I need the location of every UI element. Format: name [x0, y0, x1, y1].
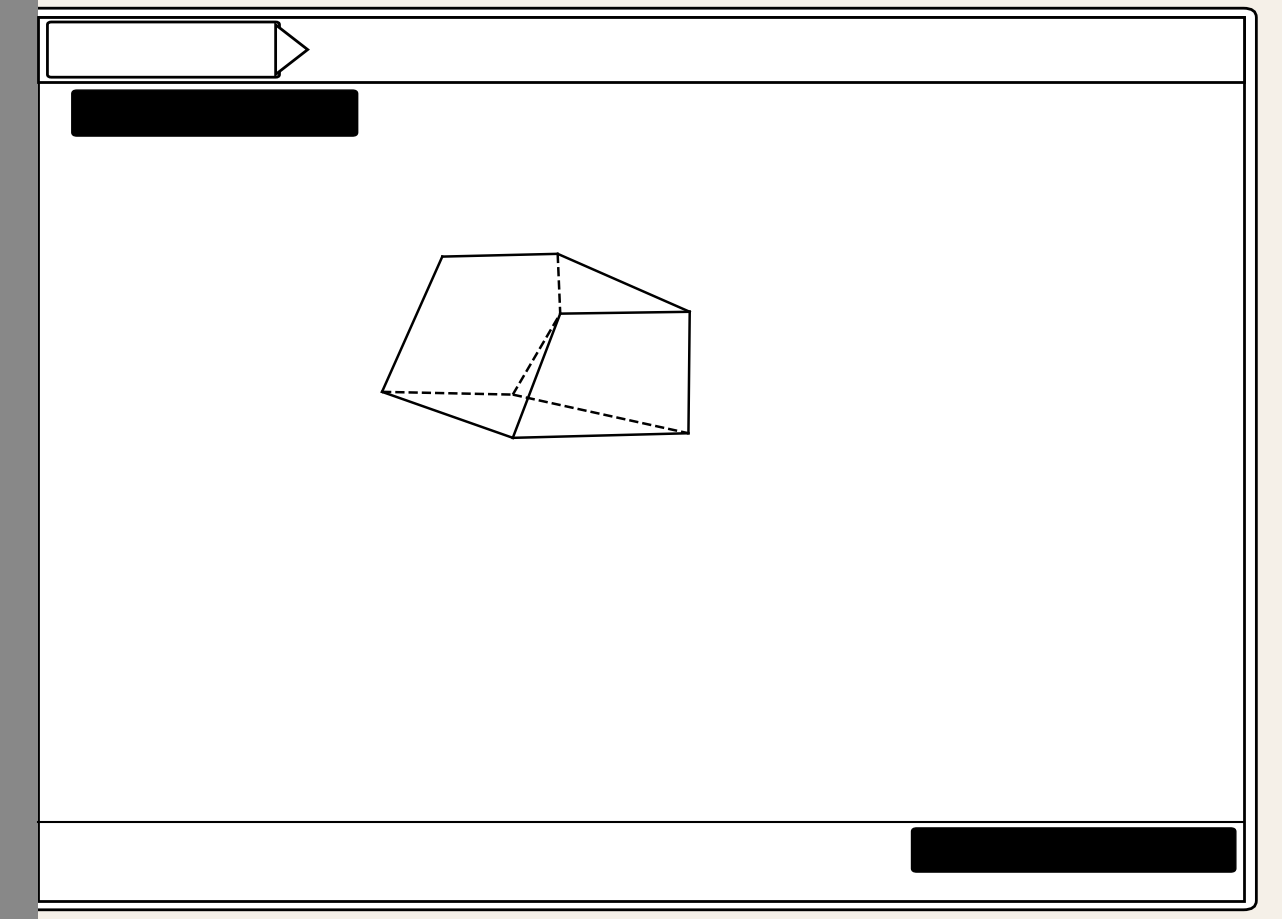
Text: Negeri Sembilan: Negeri Sembilan: [141, 105, 295, 123]
Text: Q: Q: [700, 296, 710, 311]
Text: U: U: [424, 241, 435, 255]
Text: R: R: [699, 434, 709, 448]
Text: (x + 2) cm: (x + 2) cm: [564, 448, 637, 461]
Text: ialah keratan rentas seragam prisma.: ialah keratan rentas seragam prisma.: [115, 204, 404, 219]
Text: Given that the volume of the solid is 484cm$^3$. Calculate the value of x .: Given that the volume of the solid is 48…: [77, 524, 669, 544]
Text: Diberi isi padu pepejal ialah 484cm$^3$.. Hitung nilai x.: Diberi isi padu pepejal ialah 484cm$^3$.…: [77, 546, 494, 568]
Text: S: S: [503, 442, 510, 457]
Text: T: T: [365, 385, 373, 400]
Text: Negeri Sembilan No 6: Negeri Sembilan No 6: [981, 843, 1168, 857]
Text: W: W: [519, 388, 532, 403]
Text: Diagram 3
Rajah 3: Diagram 3 Rajah 3: [463, 469, 537, 499]
Text: P: P: [569, 298, 577, 312]
Text: V: V: [563, 236, 573, 251]
Text: section of the prism: section of the prism: [115, 165, 276, 180]
Text: F4 Bab 1 Kuadratik: F4 Bab 1 Kuadratik: [547, 40, 786, 60]
Text: 10 cm: 10 cm: [706, 366, 749, 380]
Text: Rajah 3 menunjukkan sebuah prisma tegak $PQRSTUVW$ dengan keadaan $PQRS$: Rajah 3 menunjukkan sebuah prisma tegak …: [115, 186, 720, 205]
Text: (4marks/ markah): (4marks/ markah): [1055, 573, 1205, 592]
Text: 11 cm: 11 cm: [413, 425, 456, 439]
Text: SPM 13州考题: SPM 13州考题: [106, 42, 196, 57]
Text: (5x + 2) cm: (5x + 2) cm: [300, 309, 383, 323]
Text: 8.  Diagram 3 shows a right prism PQRSTUVW is with PQRS is the uniform cross: 8. Diagram 3 shows a right prism PQRSTUV…: [77, 147, 717, 162]
Text: Answer/ Jawapan:: Answer/ Jawapan:: [77, 795, 224, 813]
